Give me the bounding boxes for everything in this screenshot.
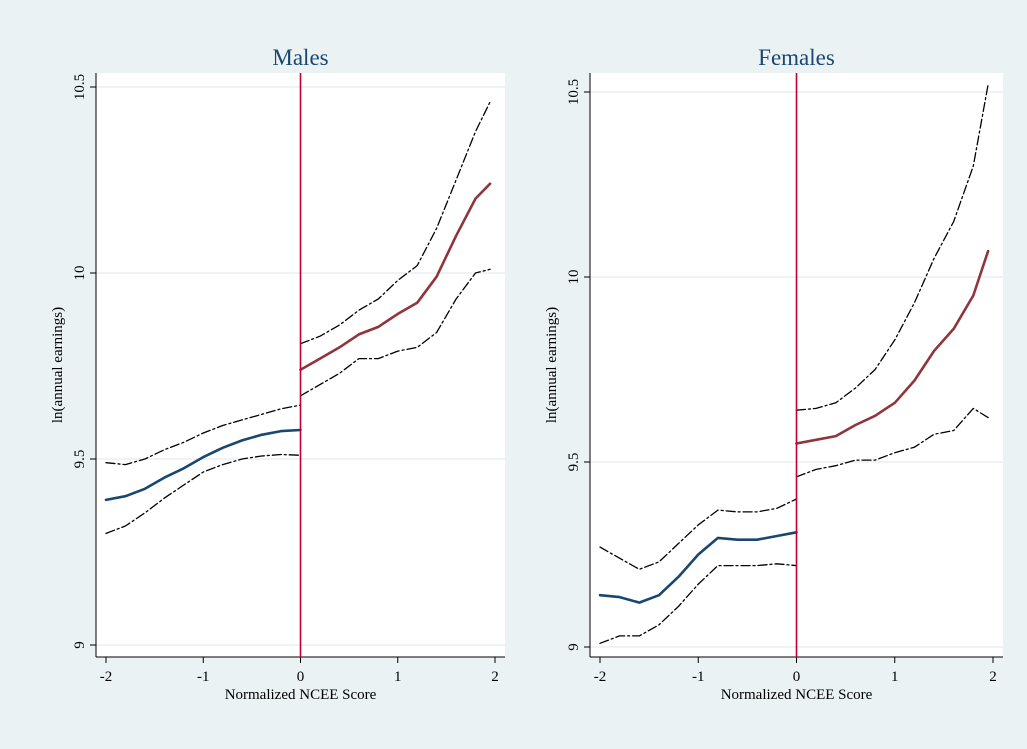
series-line-lower-ci-left bbox=[105, 453, 302, 535]
x-axis-label: Normalized NCEE Score bbox=[225, 687, 377, 703]
series-line-upper-ci-right bbox=[795, 83, 989, 411]
series-line-lower-ci-left bbox=[599, 563, 798, 644]
panel-1: 9 9.5 10 10.5 -2 -1 0 1 2 Females Normalized NCEE … bbox=[544, 45, 1003, 703]
y-tick-label: 10 bbox=[566, 270, 582, 285]
y-tick-label: 9.5 bbox=[72, 450, 88, 469]
x-tick-label: 0 bbox=[297, 669, 305, 685]
x-tick-label: 2 bbox=[989, 669, 997, 685]
x-tick-label: -1 bbox=[692, 669, 705, 685]
series-line-upper-ci-left bbox=[599, 498, 798, 570]
y-tick-label: 9.5 bbox=[566, 453, 582, 472]
x-tick-label: 1 bbox=[891, 669, 899, 685]
y-tick-label: 10.5 bbox=[566, 79, 582, 105]
y-axis-label: ln(annual earnings) bbox=[544, 307, 560, 423]
x-tick-label: -2 bbox=[594, 669, 607, 685]
series-line-upper-ci-left bbox=[105, 404, 302, 466]
x-tick-label: -2 bbox=[100, 669, 113, 685]
y-axis-label: ln(annual earnings) bbox=[50, 307, 66, 423]
x-tick-label: 1 bbox=[394, 669, 402, 685]
x-axis-label: Normalized NCEE Score bbox=[721, 687, 873, 703]
series-line-lower-ci-right bbox=[795, 407, 989, 478]
x-tick-label: -1 bbox=[197, 669, 210, 685]
series-line-lower-ci-right bbox=[299, 268, 491, 397]
y-tick-label: 10.5 bbox=[72, 74, 88, 100]
series-line-fit-right bbox=[795, 249, 990, 445]
panel-0: 9 9.5 10 10.5 -2 -1 0 1 2 Males Normalized NCEE Sc… bbox=[50, 45, 505, 703]
x-tick-label: 2 bbox=[491, 669, 499, 685]
y-tick-label: 10 bbox=[72, 266, 88, 281]
x-tick-label: 0 bbox=[793, 669, 801, 685]
panel-title: Males bbox=[272, 45, 328, 70]
series-line-upper-ci-right bbox=[299, 101, 491, 345]
series-line-fit-left bbox=[104, 428, 302, 502]
series-line-fit-left bbox=[598, 530, 798, 604]
series-line-fit-right bbox=[299, 182, 492, 372]
y-tick-label: 9 bbox=[566, 643, 582, 651]
y-tick-label: 9 bbox=[72, 641, 88, 649]
panel-title: Females bbox=[758, 45, 835, 70]
